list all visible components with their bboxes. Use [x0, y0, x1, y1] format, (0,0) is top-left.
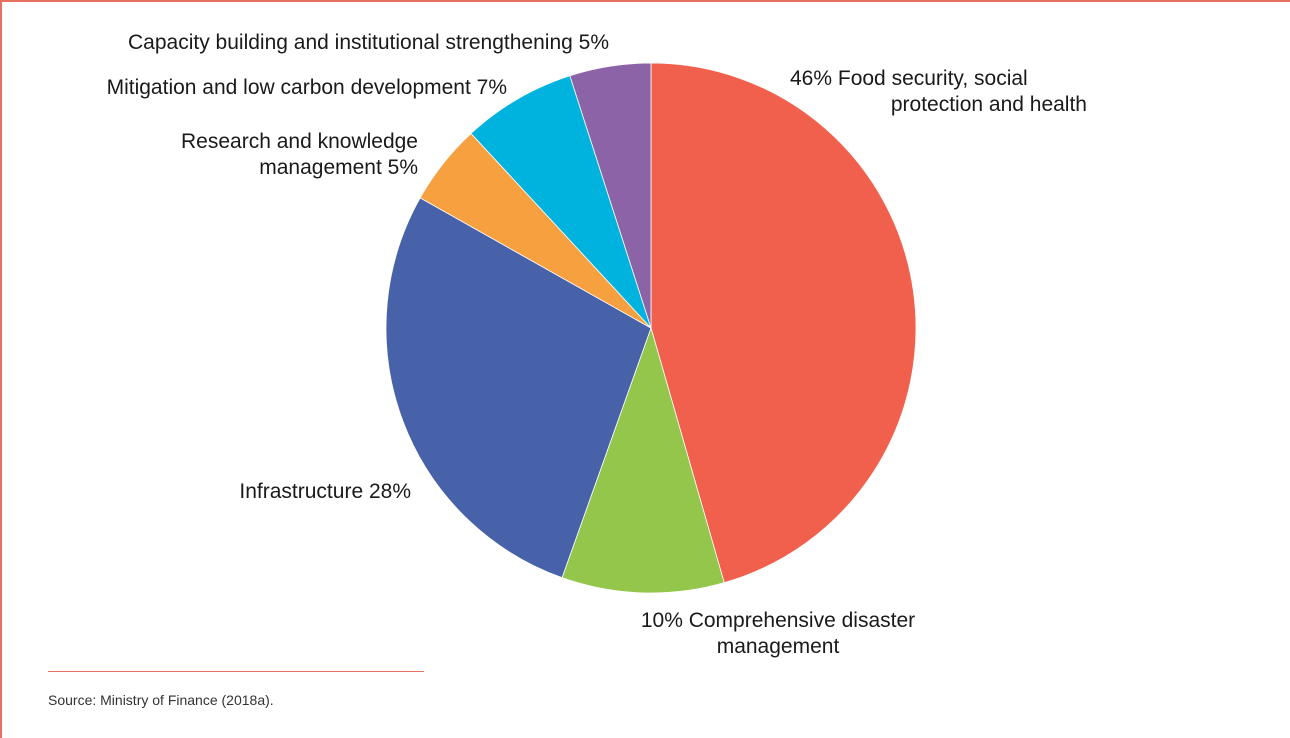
- pie-slice-1: [561, 326, 725, 594]
- slice-label-1-line-1: management: [717, 635, 840, 658]
- pie-slice-0: [650, 62, 917, 584]
- source-divider: [48, 671, 424, 672]
- slice-label-1-line-0: 10% Comprehensive disaster: [641, 609, 915, 632]
- pie-labels: 46% Food security, social protection and …: [107, 31, 1087, 658]
- pie-slice-5: [569, 62, 652, 329]
- slice-label-4-line-0: Mitigation and low carbon development 7%: [107, 76, 507, 99]
- pie-slices: [385, 62, 917, 594]
- source-note: Source: Ministry of Finance (2018a).: [48, 692, 274, 708]
- slice-label-0-line-0: 46% Food security, social: [790, 67, 1028, 90]
- slice-label-5-line-0: Capacity building and institutional stre…: [128, 31, 609, 54]
- slice-label-0-line-1: protection and health: [891, 93, 1087, 116]
- slice-label-3-line-1: management 5%: [259, 156, 418, 179]
- slice-label-3-line-0: Research and knowledge: [181, 130, 418, 153]
- slice-label-2-line-0: Infrastructure 28%: [239, 480, 411, 503]
- pie-slice-2: [385, 197, 652, 579]
- pie-slice-4: [470, 75, 652, 329]
